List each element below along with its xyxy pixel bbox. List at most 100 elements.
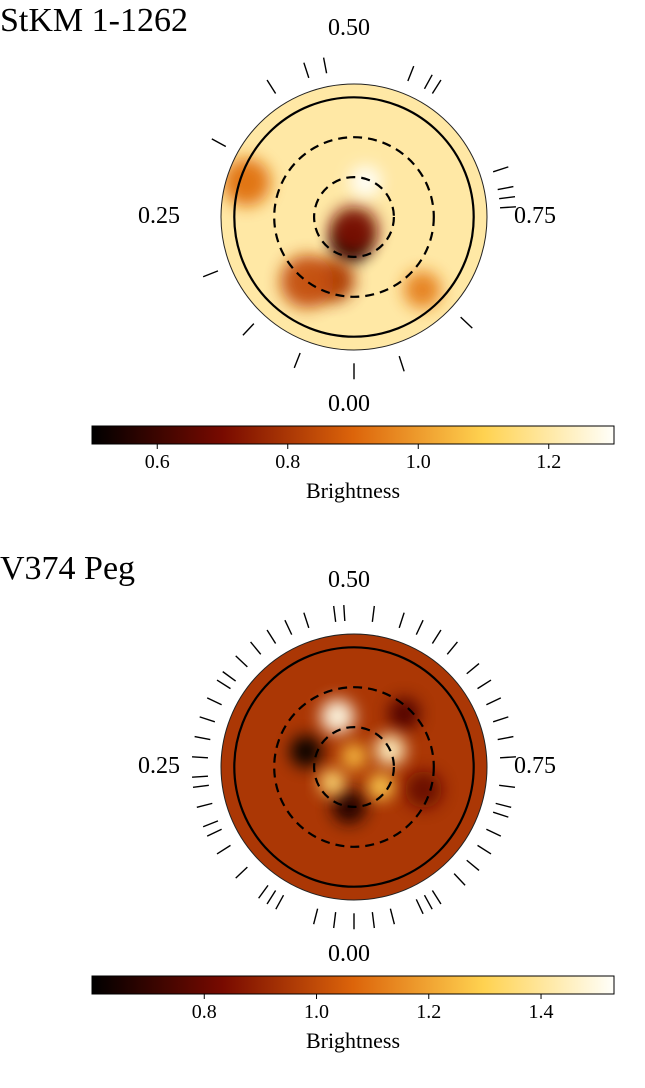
observation-phase-tick (235, 866, 248, 879)
observation-phase-tick (258, 884, 269, 899)
observation-phase-tick (499, 756, 516, 759)
chart-title: V374 Peg (0, 550, 136, 587)
observation-phase-tick (415, 619, 424, 635)
observation-phase-tick (216, 844, 231, 855)
observation-phase-tick (266, 79, 277, 94)
observation-phase-tick (499, 206, 516, 209)
latitude-circle (313, 726, 396, 809)
observation-phase-tick (275, 894, 285, 910)
colorbar-label: Brightness (306, 478, 400, 503)
brightness-spot (319, 769, 346, 796)
observation-phase-tick (202, 270, 219, 278)
polar-brightness-map: 0.6 0.8 1.0 1.2 Brightness (91, 57, 615, 503)
brightness-spot (222, 158, 271, 207)
observation-phase-tick (332, 605, 337, 622)
observation-phase-tick (431, 79, 442, 94)
observation-phase-tick (322, 57, 328, 74)
observation-phase-tick (497, 185, 514, 191)
observation-phase-tick (266, 629, 277, 644)
colorbar-tick-label: 0.8 (192, 1001, 217, 1023)
colorbar-label: Brightness (306, 1028, 400, 1053)
disc-outline (220, 633, 488, 901)
observation-phase-tick (371, 912, 376, 929)
phase-label-top: 0.50 (328, 15, 370, 41)
observation-phase-tick (199, 716, 216, 723)
brightness-spot (367, 773, 395, 800)
observation-phase-tick (423, 894, 433, 910)
latitude-circle (273, 136, 435, 298)
observation-phase-tick (431, 890, 442, 905)
observation-phase-tick (486, 828, 502, 837)
observation-phase-tick (192, 775, 209, 778)
equator-circle (233, 646, 475, 888)
phase-label-bottom: 0.00 (328, 391, 370, 417)
observation-phase-tick (389, 908, 396, 925)
phase-label-right: 0.75 (514, 753, 556, 779)
observation-phase-tick (206, 828, 222, 837)
phase-label-top: 0.50 (328, 567, 370, 593)
observation-phase-tick (495, 802, 512, 809)
observation-phase-tick (250, 641, 262, 655)
observation-phase-tick (407, 65, 415, 82)
brightness-spot (404, 770, 443, 809)
colorbar-tick-label: 0.6 (145, 451, 170, 473)
phase-label-left: 0.25 (138, 203, 180, 229)
observation-phase-tick (293, 352, 301, 369)
observation-phase-tick (415, 899, 424, 915)
observation-phase-tick (211, 138, 227, 148)
observation-phase-tick (453, 873, 466, 886)
observation-phase-tick (206, 697, 222, 706)
colorbar-tick-label: 1.0 (406, 451, 431, 473)
colorbar-tick-label: 1.2 (536, 451, 561, 473)
observation-phase-tick (460, 316, 473, 329)
observation-phase-tick (235, 655, 248, 668)
colorbar (91, 975, 615, 995)
observation-phase-tick (303, 62, 310, 79)
equator-circle (233, 96, 475, 338)
latitude-circle (313, 176, 396, 259)
observation-phase-tick (222, 671, 237, 682)
observation-phase-tick (423, 74, 433, 90)
colorbar-tick-label: 1.2 (416, 1001, 441, 1023)
observation-phase-tick (202, 820, 219, 828)
observation-phase-tick (196, 802, 213, 809)
colorbar-tick-label: 1.0 (304, 1001, 329, 1023)
brightness-spot (330, 206, 378, 255)
phase-label-left: 0.25 (138, 753, 180, 779)
observation-phase-tick (398, 355, 405, 372)
observation-phase-tick (332, 912, 337, 929)
observation-phase-tick (371, 605, 376, 622)
brightness-spot (289, 735, 322, 768)
brightness-spot (403, 271, 441, 309)
phase-label-right: 0.75 (514, 203, 556, 229)
colorbar-tick-label: 0.8 (275, 451, 300, 473)
polar-brightness-map: 0.8 1.0 1.2 1.4 Brightness (91, 605, 615, 1053)
brightness-spot (280, 254, 334, 309)
colorbar-tick-label: 1.4 (529, 1001, 554, 1023)
observation-phase-tick (492, 811, 509, 818)
brightness-spot (320, 699, 355, 734)
chart-title: StKM 1-1262 (0, 2, 188, 39)
brightness-surface (221, 84, 487, 350)
observation-phase-tick (466, 663, 480, 675)
observation-phase-tick (497, 735, 514, 741)
observation-phase-tick (477, 679, 492, 690)
observation-phase-tick (192, 784, 209, 789)
observation-phase-tick (466, 859, 480, 871)
observation-phase-tick (312, 908, 319, 925)
observation-phase-tick (477, 844, 492, 855)
observation-phase-tick (194, 735, 211, 741)
observation-phase-tick (216, 679, 231, 690)
brightness-spot (340, 743, 368, 770)
observation-phase-tick (486, 697, 502, 706)
observation-phase-tick (192, 756, 209, 759)
map-panel-v374: V374 Peg 0.50 0.25 0.75 0.00 0.8 1.0 1.2 1.… (0, 548, 645, 1088)
disc-outline (220, 83, 488, 351)
observation-phase-tick (492, 166, 509, 173)
observation-phase-tick (431, 629, 442, 644)
observation-phase-tick (343, 605, 346, 622)
colorbar (91, 425, 615, 445)
observation-phase-tick (303, 612, 310, 629)
latitude-circle (273, 686, 435, 848)
phase-label-bottom: 0.00 (328, 941, 370, 967)
